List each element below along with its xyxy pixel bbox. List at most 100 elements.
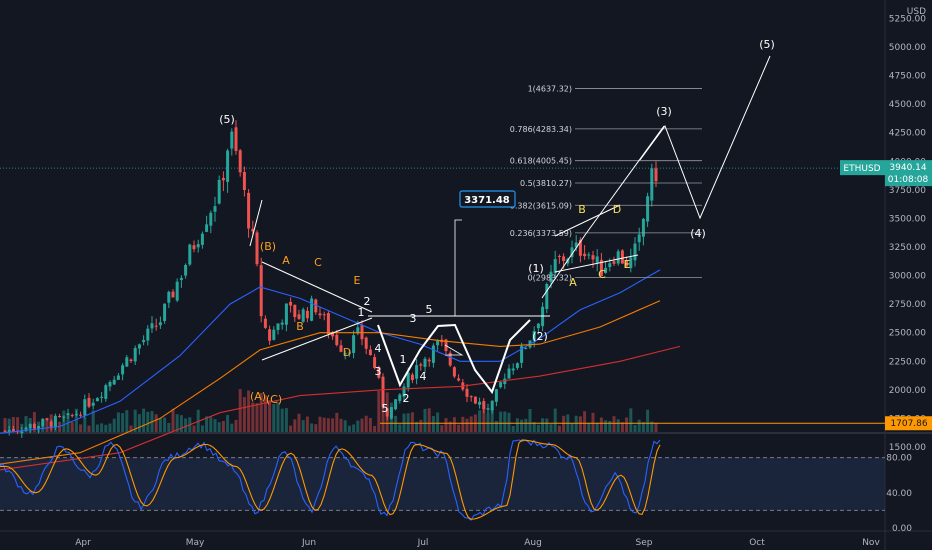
wedge-top xyxy=(554,204,621,237)
candle-body xyxy=(381,376,385,407)
candle-body xyxy=(125,357,129,367)
volume-bar xyxy=(129,425,133,432)
candle-body xyxy=(121,365,125,375)
volume-bar xyxy=(410,412,414,432)
wave-label: A xyxy=(282,254,290,267)
wave-label: E xyxy=(624,258,631,271)
candle-body xyxy=(142,340,146,343)
candle-body xyxy=(482,401,486,410)
volume-bar xyxy=(70,422,74,432)
time-axis-label: Jun xyxy=(301,538,316,548)
candle-body xyxy=(650,168,654,201)
candle-body xyxy=(545,284,549,309)
volume-bar xyxy=(37,421,41,432)
wave-label: 5 xyxy=(382,402,389,415)
volume-bar xyxy=(415,421,419,432)
candle-body xyxy=(62,416,66,418)
wave-label: B xyxy=(296,320,304,333)
candle-body xyxy=(608,263,612,268)
candle-body xyxy=(524,347,528,349)
volume-bar xyxy=(490,408,494,432)
wave-label: 2 xyxy=(403,392,410,405)
volume-bar xyxy=(452,417,456,432)
volume-bar xyxy=(192,425,196,432)
volume-bar xyxy=(293,419,297,432)
candle-body xyxy=(486,408,490,410)
candle-body xyxy=(184,265,188,276)
candle-body xyxy=(339,345,343,352)
wave-label: D xyxy=(613,203,621,216)
volume-bar xyxy=(268,400,272,432)
wave-label: C xyxy=(314,256,322,269)
volume-bar xyxy=(431,415,435,432)
volume-bar xyxy=(146,411,150,432)
volume-bar xyxy=(238,389,242,432)
candle-body xyxy=(104,385,108,399)
candle-body xyxy=(11,429,15,432)
ma-red-line xyxy=(0,345,681,471)
stochastic-band xyxy=(0,457,885,511)
candle-body xyxy=(289,301,293,306)
fib-label: 1(4637.32) xyxy=(528,84,572,93)
ma-blue-line xyxy=(0,269,661,434)
candle-body xyxy=(209,212,213,226)
candle-body xyxy=(616,251,620,264)
volume-bar xyxy=(263,395,267,432)
wave-label: (2) xyxy=(532,330,548,343)
volume-bar xyxy=(486,413,490,432)
candle-body xyxy=(347,352,351,354)
candle-body xyxy=(297,314,301,319)
candle-body xyxy=(230,131,234,149)
time-axis-label: Sep xyxy=(636,538,653,548)
candle-body xyxy=(179,277,183,281)
triangle-top xyxy=(261,261,373,313)
fib-label: 0.236(3373.59) xyxy=(510,229,572,238)
candle-body xyxy=(562,256,566,261)
volume-bar xyxy=(482,409,486,432)
volume-bar xyxy=(91,410,95,432)
candle-body xyxy=(394,399,398,410)
volume-bar xyxy=(200,425,204,432)
candle-body xyxy=(398,394,402,401)
candle-body xyxy=(91,402,95,406)
candle-body xyxy=(242,172,246,191)
wave-label: A xyxy=(569,276,577,289)
volume-bar xyxy=(520,419,524,432)
volume-bar xyxy=(49,414,53,432)
stoch-tick-label: 0.00 xyxy=(892,524,912,534)
candle-body xyxy=(133,348,137,362)
volume-bar xyxy=(574,415,578,432)
volume-bar xyxy=(356,420,360,432)
candle-body xyxy=(389,407,393,419)
candle-body xyxy=(280,322,284,325)
candle-body xyxy=(599,259,603,277)
candle-body xyxy=(192,245,196,250)
candle-body xyxy=(116,375,120,380)
volume-bar xyxy=(599,417,603,432)
volume-bar xyxy=(255,403,259,432)
candle-body xyxy=(100,396,104,398)
volume-bar xyxy=(45,417,49,432)
volume-bar xyxy=(41,418,45,432)
volume-bar xyxy=(553,408,557,432)
volume-bar xyxy=(79,424,83,432)
volume-bar xyxy=(289,425,293,432)
volume-bar xyxy=(541,418,545,432)
candle-body xyxy=(457,378,461,381)
volume-bar xyxy=(444,418,448,432)
candle-body xyxy=(604,267,608,273)
volume-bar xyxy=(612,416,616,432)
volume-bar xyxy=(3,418,7,432)
candle-body xyxy=(301,309,305,322)
wave-label: 3 xyxy=(410,312,417,325)
volume-bar xyxy=(591,412,595,432)
candle-body xyxy=(221,177,225,181)
volume-bar xyxy=(562,415,566,432)
symbol-tag xyxy=(840,160,885,176)
candle-body xyxy=(28,424,32,429)
candle-body xyxy=(238,150,242,173)
volume-bar xyxy=(104,424,108,432)
callout-leader xyxy=(454,219,462,316)
candle-body xyxy=(633,243,637,261)
